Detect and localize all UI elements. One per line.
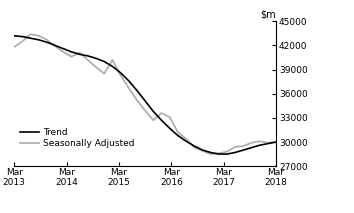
Text: $m: $m bbox=[261, 10, 276, 20]
Legend: Trend, Seasonally Adjusted: Trend, Seasonally Adjusted bbox=[19, 126, 136, 150]
